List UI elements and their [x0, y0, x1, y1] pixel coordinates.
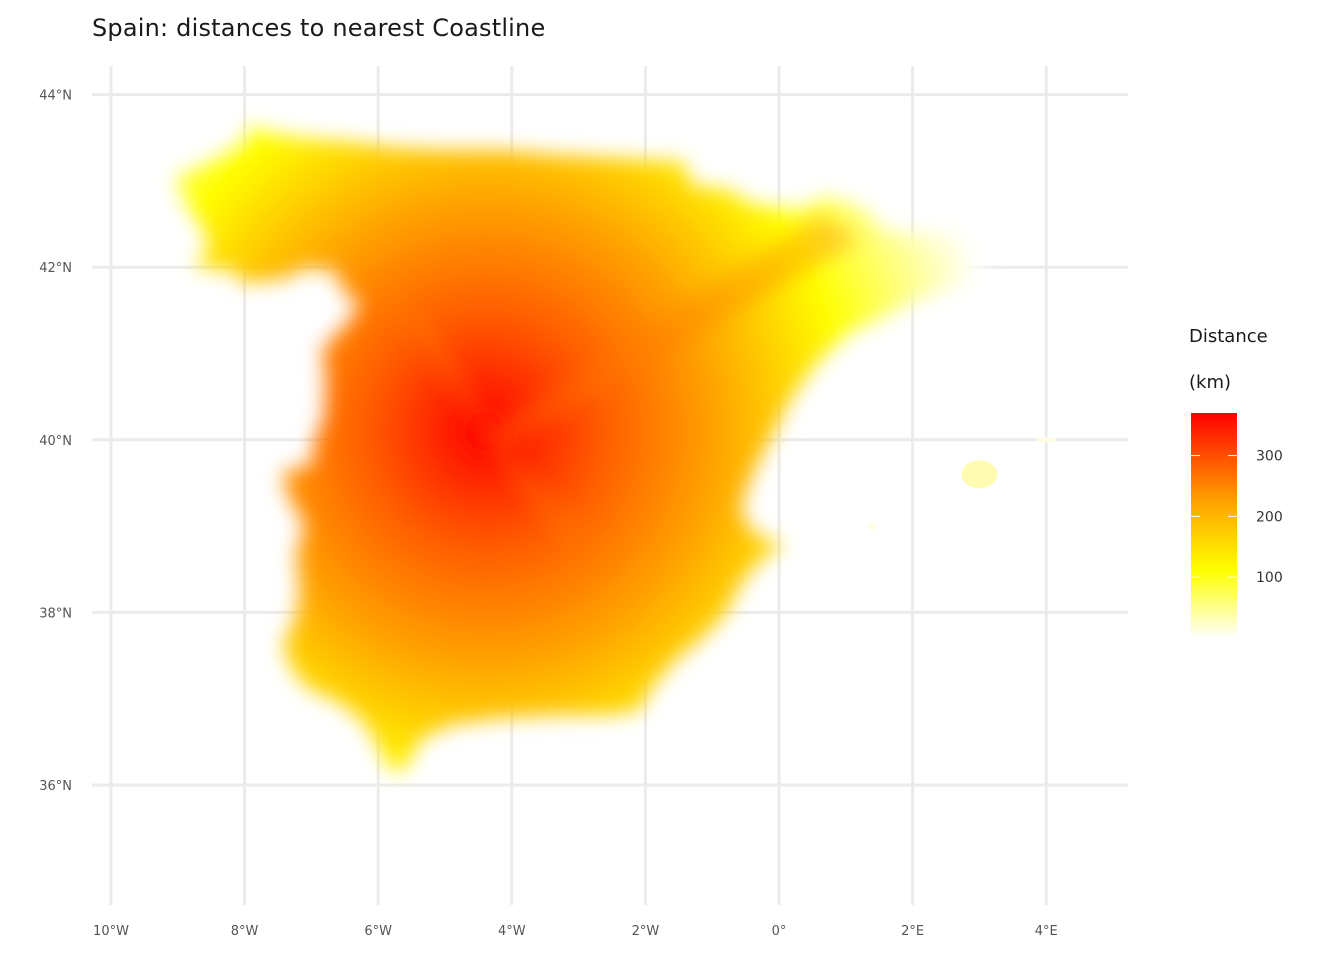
lat-tick-label-4: 36°N [39, 779, 72, 794]
legend-tick-label-2: 100 [1256, 570, 1283, 586]
lat-tick-label-0: 44°N [39, 89, 72, 104]
lon-tick-label-2: 6°W [364, 924, 392, 939]
ridge-0 [485, 215, 860, 452]
legend-colorbar [1191, 413, 1237, 638]
legend-title-line2: (km) [1189, 372, 1231, 393]
island-1 [867, 522, 878, 531]
lon-tick-label-5: 0° [772, 924, 787, 939]
lon-tick-label-4: 2°W [632, 924, 660, 939]
ridge-2 [485, 431, 600, 560]
distance-ridges [380, 215, 860, 560]
lon-tick-label-7: 4°E [1035, 924, 1058, 939]
lat-tick-label-3: 38°N [39, 606, 72, 621]
lat-tick-label-1: 42°N [39, 261, 72, 276]
map-title: Spain: distances to nearest Coastline [92, 14, 546, 42]
longitude-axis: 10°W 8°W 6°W 4°W 2°W 0° 2°E 4°E [93, 924, 1058, 939]
latitude-axis: 44°N 42°N 40°N 38°N 36°N [39, 89, 72, 794]
mainland-spain [175, 125, 990, 770]
legend-tick-label-0: 300 [1256, 449, 1283, 465]
legend-title-line1: Distance [1189, 326, 1268, 347]
colorbar-legend: Distance (km) 300 200 100 [1189, 326, 1283, 638]
spain-distance-raster [175, 125, 1057, 770]
lon-tick-label-6: 2°E [901, 924, 924, 939]
mainland-group [175, 125, 990, 770]
lat-tick-label-2: 40°N [39, 434, 72, 449]
lon-tick-label-0: 10°W [93, 924, 129, 939]
ridge-1 [380, 300, 496, 432]
lon-tick-label-1: 8°W [231, 924, 259, 939]
island-2 [1036, 436, 1057, 443]
lon-tick-label-3: 4°W [498, 924, 526, 939]
legend-tick-label-1: 200 [1256, 509, 1283, 525]
island-0 [961, 460, 998, 489]
